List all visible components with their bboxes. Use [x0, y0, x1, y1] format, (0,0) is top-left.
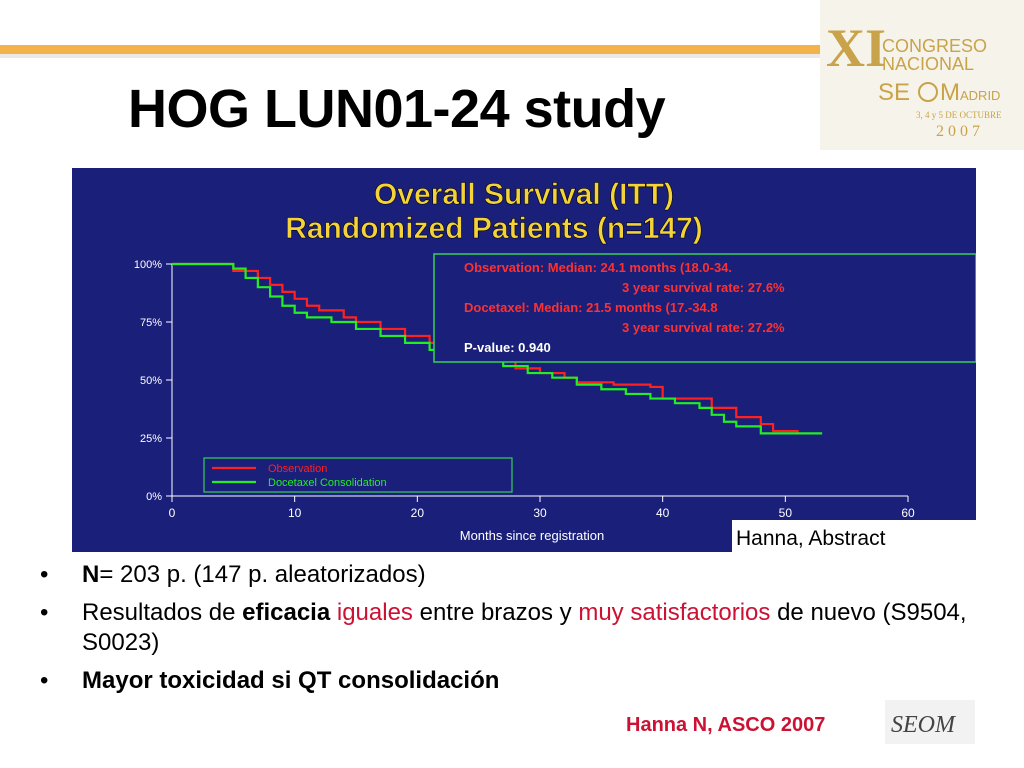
- stats-box-frame: [433, 253, 977, 363]
- reference-citation: Hanna N, ASCO 2007: [626, 714, 826, 736]
- bullet-text-run: Resultados de: [82, 599, 243, 626]
- logo-line2: NACIONAL: [882, 54, 974, 74]
- stats-line: 3 year survival rate: 27.6%: [622, 280, 785, 295]
- y-tick-label: 50%: [140, 375, 162, 387]
- seom-logo: SEOM: [885, 700, 975, 744]
- bullet-text-run: muy satisfactorios: [578, 599, 771, 626]
- bullet-text-run: de nuevo (S9504, S0023): [82, 599, 967, 656]
- bullet-text-run: N: [82, 561, 100, 588]
- bullet-item: Resultados de eficacia iguales entre bra…: [40, 598, 970, 658]
- chart-subtitle: Randomized Patients (n=147): [285, 212, 703, 245]
- logo-dates: 3, 4 y 5 DE OCTUBRE: [916, 110, 1002, 120]
- chart-title: Overall Survival (ITT): [374, 178, 674, 211]
- bullet-text-run: = 203 p. (147 p. aleatorizados): [99, 561, 426, 588]
- bullet-text-run: Mayor toxicidad si QT consolidación: [82, 667, 500, 694]
- y-tick-label: 0%: [146, 491, 162, 503]
- stats-line: Observation: Median: 24.1 months (18.0-3…: [464, 260, 732, 275]
- x-tick-label: 10: [288, 506, 302, 520]
- bullet-text-run: [330, 599, 337, 626]
- bullet-text-run: eficacia: [242, 599, 331, 626]
- logo-brand-a: SE: [878, 79, 910, 106]
- legend-frame: [203, 457, 513, 493]
- chart-credit: Hanna, Abstract: [736, 527, 886, 550]
- y-tick-label: 100%: [134, 259, 162, 271]
- x-tick-label: 60: [901, 506, 915, 520]
- stats-line: Docetaxel: Median: 21.5 months (17.-34.8: [464, 300, 718, 315]
- stats-line: P-value: 0.940: [464, 340, 551, 355]
- logo-year: 2007: [936, 123, 984, 140]
- top-accent-bar: [0, 45, 860, 54]
- x-tick-label: 20: [411, 506, 425, 520]
- legend-label: Observation: [268, 463, 327, 475]
- bullet-text-run: entre brazos y: [412, 599, 579, 626]
- y-tick-label: 75%: [140, 317, 162, 329]
- logo-city: ADRID: [960, 88, 1000, 103]
- congress-logo: XI CONGRESO NACIONAL SE M ADRID 3, 4 y 5…: [820, 0, 1024, 150]
- slide-title: HOG LUN01-24 study: [128, 79, 666, 139]
- seom-logo-text: SEOM: [891, 712, 957, 738]
- survival-chart: Overall Survival (ITT) Randomized Patien…: [134, 178, 977, 552]
- logo-compass-icon: [918, 82, 938, 102]
- bullet-item: Mayor toxicidad si QT consolidación: [40, 666, 970, 696]
- bullet-text-run: iguales: [336, 599, 413, 626]
- top-accent-shadow: [0, 54, 820, 58]
- x-tick-label: 0: [169, 506, 176, 520]
- logo-line1: CONGRESO: [882, 36, 987, 56]
- bullet-item: N= 203 p. (147 p. aleatorizados): [40, 560, 970, 590]
- bullet-list: N= 203 p. (147 p. aleatorizados) Resulta…: [40, 560, 970, 704]
- logo-brand-b: M: [940, 79, 960, 106]
- logo-numeral: XI: [826, 18, 886, 78]
- survival-chart-panel: Overall Survival (ITT) Randomized Patien…: [72, 168, 977, 552]
- x-axis-label: Months since registration: [460, 528, 605, 543]
- stats-annotation-box: Observation: Median: 24.1 months (18.0-3…: [433, 253, 977, 363]
- x-tick-label: 40: [656, 506, 670, 520]
- chart-legend: Observation Docetaxel Consolidation: [203, 457, 513, 493]
- stats-line: 3 year survival rate: 27.2%: [622, 320, 785, 335]
- x-tick-label: 50: [779, 506, 793, 520]
- y-tick-label: 25%: [140, 433, 162, 445]
- x-tick-label: 30: [533, 506, 547, 520]
- legend-label: Docetaxel Consolidation: [268, 477, 387, 489]
